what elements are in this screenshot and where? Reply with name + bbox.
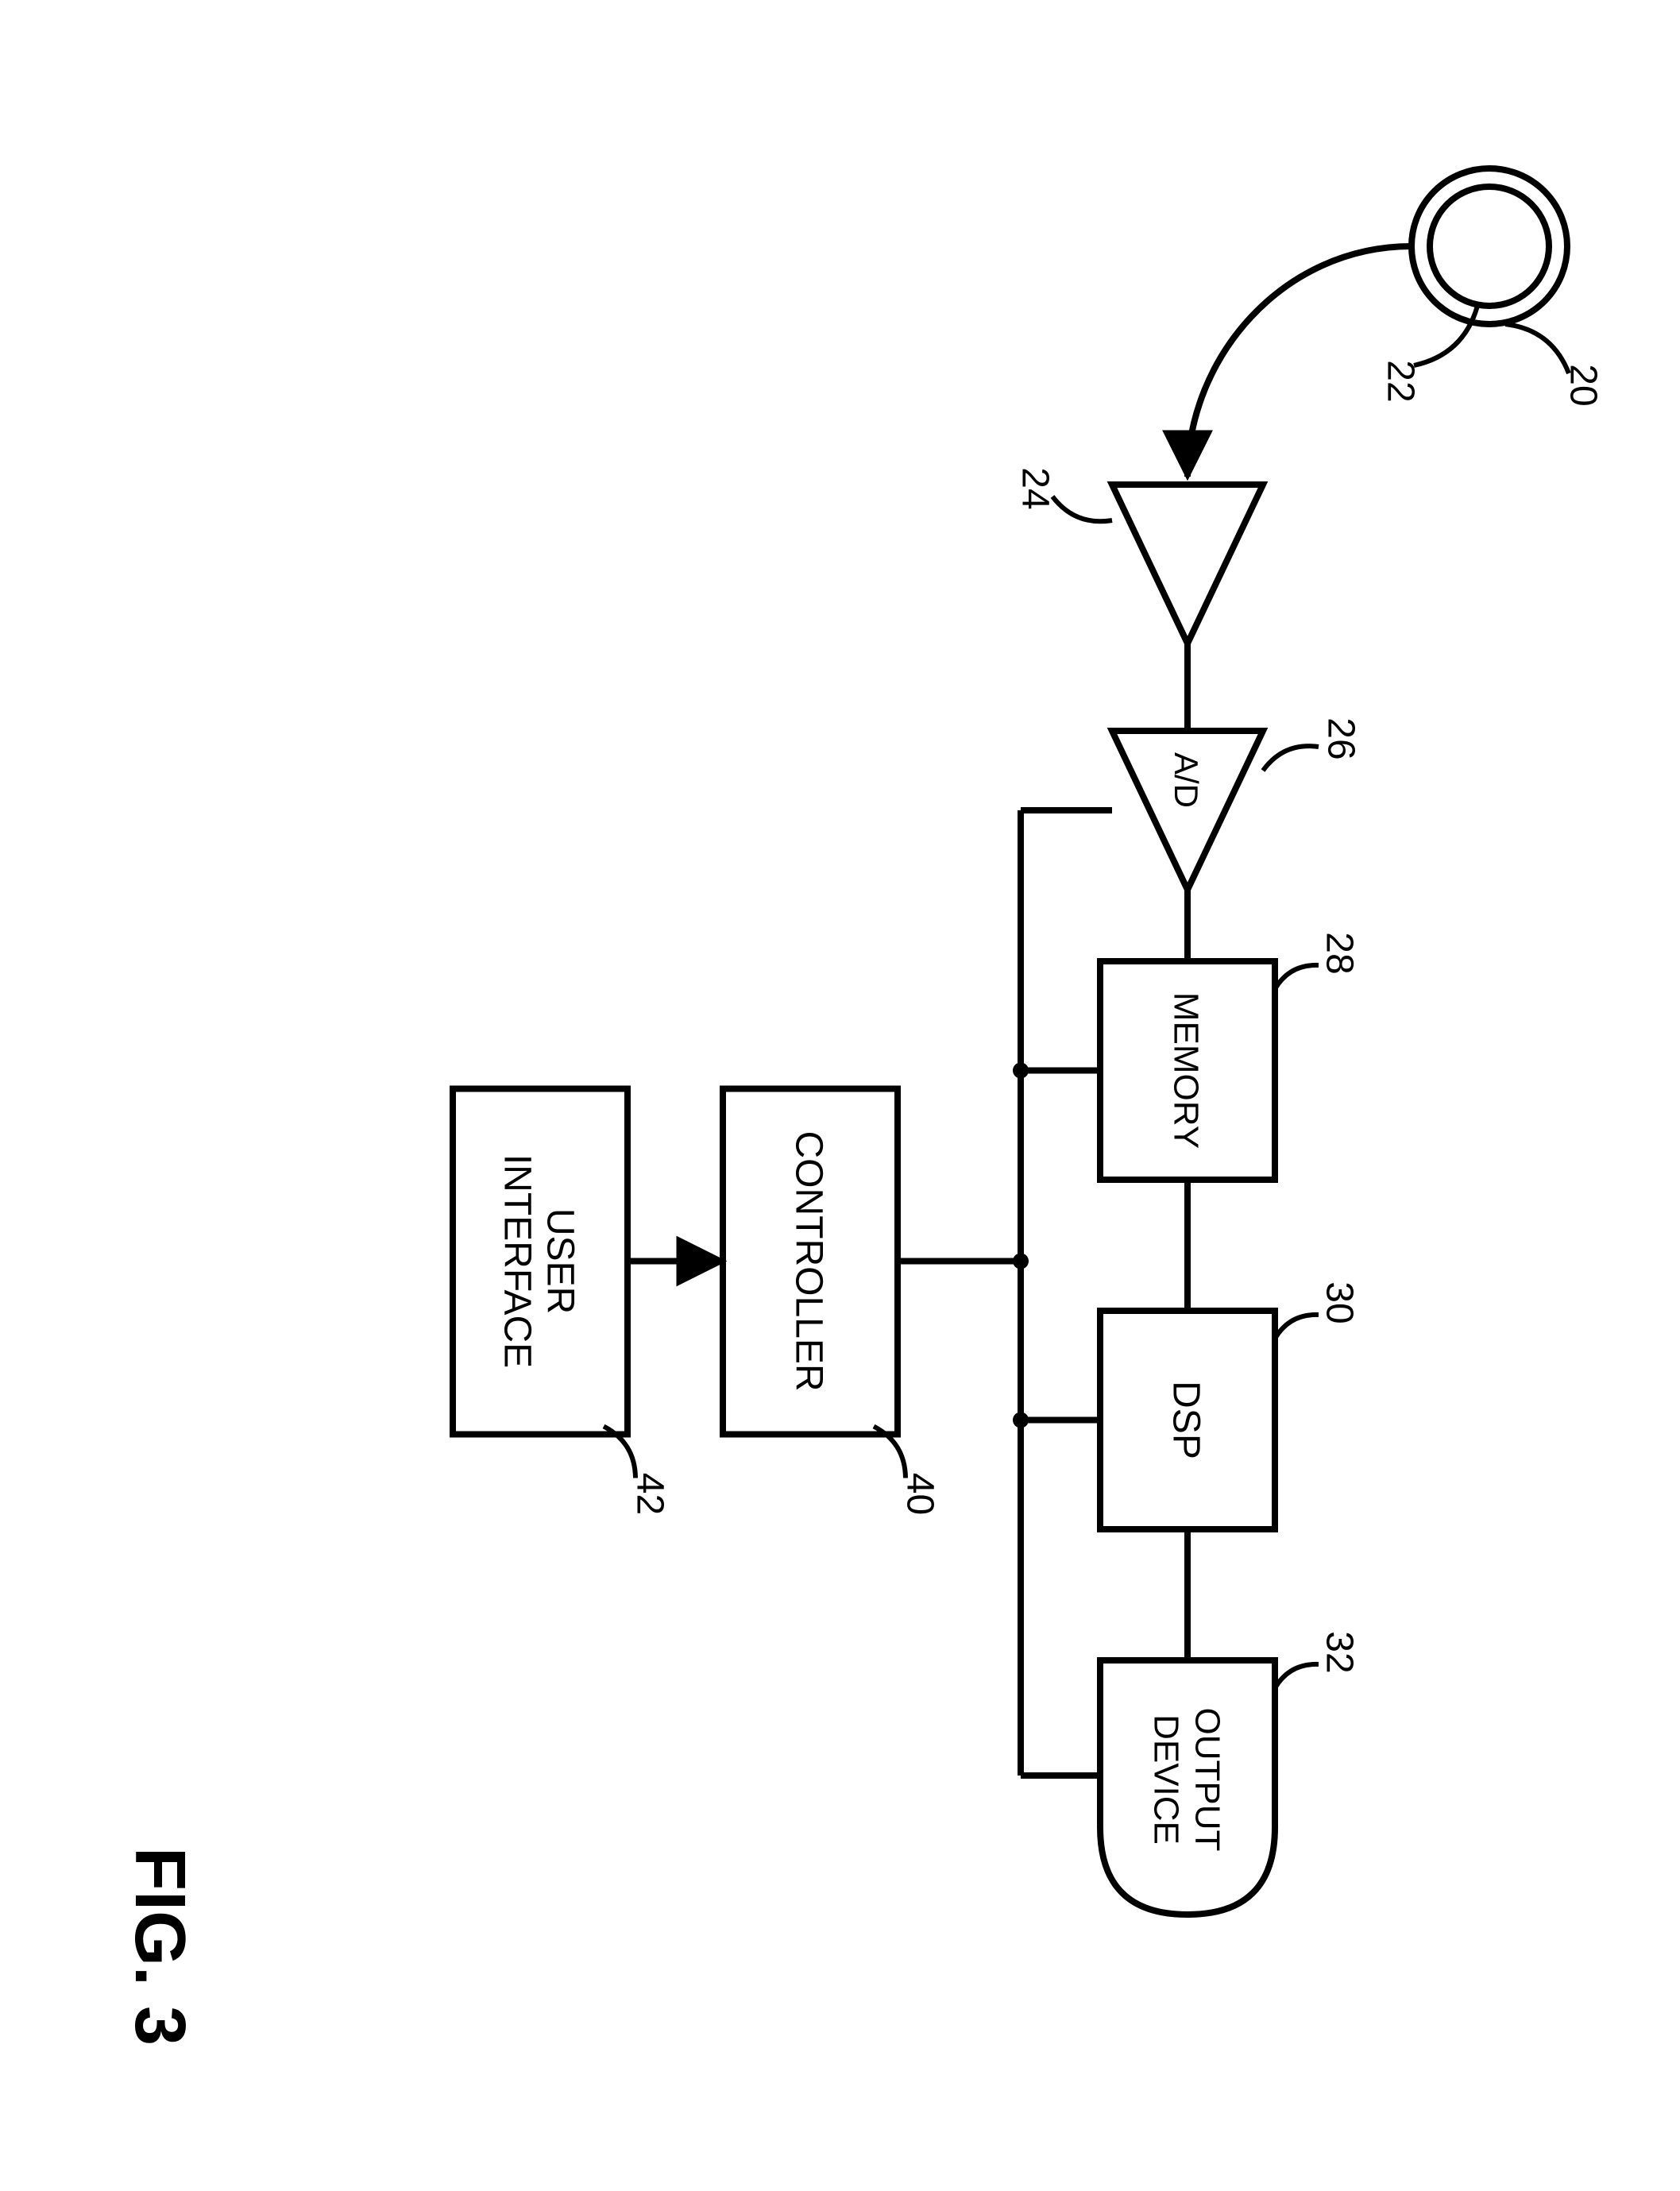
- ref-40: 40: [898, 1473, 940, 1515]
- ref-20: 20: [1562, 364, 1604, 406]
- ref-32: 32: [1318, 1631, 1360, 1673]
- label-controller: CONTROLLER: [787, 1130, 829, 1391]
- label-output-2: DEVICE: [1146, 1714, 1185, 1845]
- label-dsp: DSP: [1164, 1381, 1207, 1459]
- ref-42: 42: [628, 1473, 670, 1515]
- label-ad: A/D: [1168, 752, 1205, 808]
- ref-24: 24: [1014, 467, 1056, 509]
- junction-dot: [1013, 1063, 1029, 1079]
- ref-28: 28: [1318, 932, 1360, 974]
- figure-label: FIG. 3: [120, 1847, 199, 2046]
- ref-30: 30: [1318, 1281, 1360, 1323]
- junction-dot: [1013, 1412, 1029, 1428]
- amplifier-block: [1112, 485, 1263, 643]
- sensor-outer-circle: [1412, 168, 1567, 324]
- block-diagram: 20 22 24 A/D 26 MEMORY 28 DSP 30 OUTPUTDEVICE 32 CO…: [0, 0, 1680, 2191]
- rotated-content: 20 22 24 A/D 26 MEMORY 28 DSP 30 OUTPUTDEVICE 32 CO…: [120, 168, 1604, 2046]
- label-output-1: OUTPUT: [1188, 1708, 1226, 1852]
- ref-26: 26: [1319, 717, 1361, 759]
- label-ui-2: INTERFACE: [496, 1154, 538, 1368]
- sensor-inner-circle: [1430, 187, 1549, 306]
- label-memory: MEMORY: [1166, 992, 1205, 1149]
- edge-sensor-amp: [1188, 246, 1412, 477]
- ref-22: 22: [1379, 360, 1421, 402]
- label-ui-1: USER: [539, 1208, 581, 1314]
- output-device-block: [1100, 1660, 1275, 1915]
